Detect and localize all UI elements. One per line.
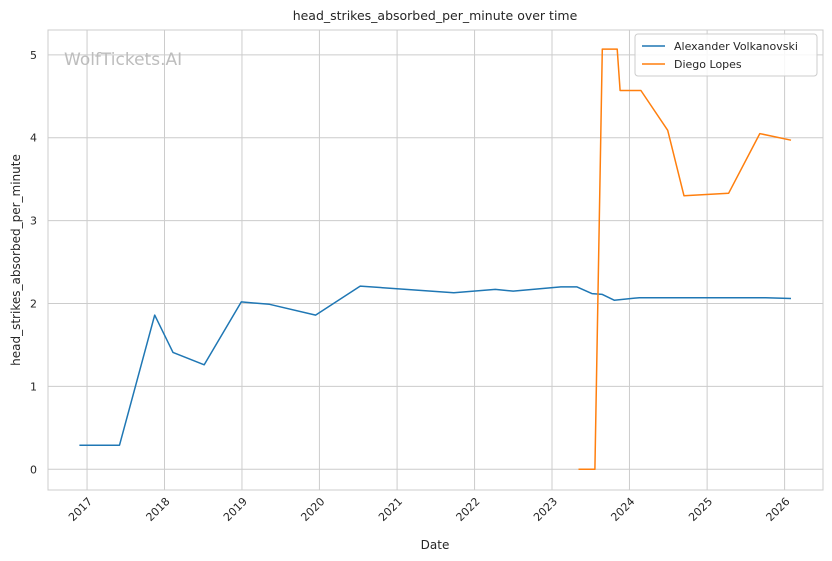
legend-label-series-1: Alexander Volkanovski bbox=[674, 40, 798, 53]
x-tick-label: 2026 bbox=[764, 495, 793, 524]
y-tick-label: 3 bbox=[30, 215, 37, 228]
y-axis-label: head_strikes_absorbed_per_minute bbox=[9, 154, 23, 366]
x-tick-label: 2019 bbox=[221, 495, 250, 524]
plot-frame bbox=[47, 29, 824, 491]
y-axis-ticks: 0 1 2 3 4 5 bbox=[30, 49, 37, 476]
x-tick-label: 2021 bbox=[376, 495, 405, 524]
series-line-1 bbox=[79, 285, 792, 446]
legend: Alexander Volkanovski Diego Lopes bbox=[634, 33, 818, 77]
x-tick-label: 2022 bbox=[454, 495, 483, 524]
y-tick-label: 5 bbox=[30, 49, 37, 62]
watermark: WolfTickets.AI bbox=[64, 50, 182, 70]
plot-background bbox=[48, 30, 823, 490]
y-tick-label: 4 bbox=[30, 132, 37, 145]
x-tick-label: 2018 bbox=[144, 495, 173, 524]
x-tick-label: 2025 bbox=[686, 495, 715, 524]
y-tick-label: 2 bbox=[30, 298, 37, 311]
x-axis-label: Date bbox=[421, 538, 450, 552]
legend-box bbox=[634, 33, 818, 77]
legend-label-series-2: Diego Lopes bbox=[674, 58, 742, 71]
grid bbox=[48, 30, 823, 490]
chart-title: head_strikes_absorbed_per_minute over ti… bbox=[293, 8, 578, 23]
series-layer bbox=[79, 48, 792, 471]
x-tick-label: 2017 bbox=[66, 495, 95, 524]
x-tick-label: 2023 bbox=[531, 495, 560, 524]
series-line-2 bbox=[578, 48, 792, 471]
x-axis-ticks: 2017 2018 2019 2020 2021 2022 2023 2024 2025 2026 bbox=[66, 495, 793, 524]
x-tick-label: 2020 bbox=[298, 495, 327, 524]
y-tick-label: 0 bbox=[30, 463, 37, 476]
x-tick-label: 2024 bbox=[608, 495, 637, 524]
y-tick-label: 1 bbox=[30, 380, 37, 393]
